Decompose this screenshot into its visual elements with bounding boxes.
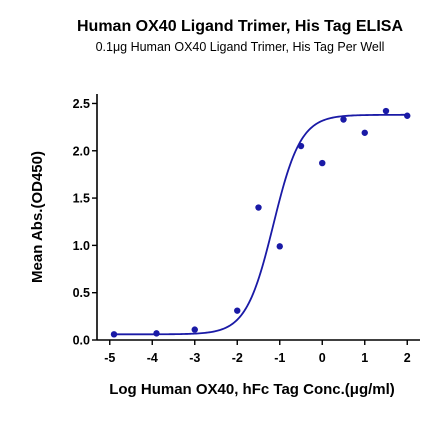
data-point xyxy=(234,307,241,314)
ticks-group: -5 -4 -3 -2 -1 0 1 2 0.0 0.5 1.0 1.5 2.0 2.5 xyxy=(73,97,411,365)
data-point xyxy=(404,112,411,119)
data-point xyxy=(297,142,305,150)
chart-subtitle: 0.1μg Human OX40 Ligand Trimer, His Tag … xyxy=(95,40,385,54)
y-tick-label: 1.0 xyxy=(73,239,90,253)
data-point xyxy=(276,243,283,250)
x-axis-title: Log Human OX40, hFc Tag Conc.(μg/ml) xyxy=(109,381,395,398)
y-tick-label: 1.5 xyxy=(73,192,90,206)
x-tick-label: -5 xyxy=(104,351,115,365)
x-tick-label: -4 xyxy=(147,351,158,365)
data-point xyxy=(340,116,347,123)
data-point xyxy=(153,330,160,337)
y-tick-label: 2.5 xyxy=(73,97,90,111)
x-tick-label: -1 xyxy=(274,351,285,365)
y-tick-label: 2.0 xyxy=(73,144,90,158)
data-point xyxy=(110,331,118,338)
x-tick-label: 1 xyxy=(361,351,368,365)
data-points-group xyxy=(110,107,411,338)
data-point xyxy=(255,204,262,211)
x-tick-label: -3 xyxy=(189,351,200,365)
data-point xyxy=(319,159,326,167)
data-point xyxy=(382,107,390,115)
chart-title: Human OX40 Ligand Trimer, His Tag ELISA xyxy=(77,18,403,35)
y-tick-label: 0.5 xyxy=(73,286,90,300)
x-tick-label: -2 xyxy=(232,351,243,365)
y-tick-label: 0.0 xyxy=(73,334,90,348)
data-point xyxy=(191,326,198,333)
y-axis-title: Mean Abs.(OD450) xyxy=(29,151,46,283)
x-tick-label: 2 xyxy=(404,351,411,365)
fit-curve xyxy=(114,113,408,336)
data-point xyxy=(361,129,368,136)
x-tick-label: 0 xyxy=(319,351,326,365)
